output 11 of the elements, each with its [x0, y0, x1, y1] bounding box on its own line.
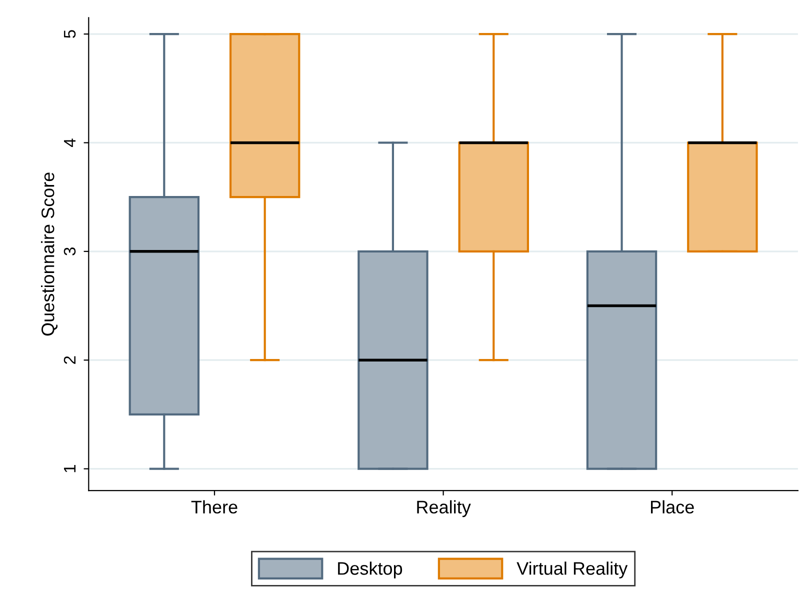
legend-label: Desktop — [338, 562, 402, 578]
y-tick-label: 4 — [64, 138, 76, 147]
x-tick-label: There — [191, 500, 238, 514]
y-tick-label: 2 — [64, 356, 76, 364]
y-axis-title: Questionnaire Score — [41, 172, 58, 336]
y-tick-label: 3 — [64, 248, 76, 256]
x-tick-label: Place — [651, 500, 694, 514]
legend-label: Virtual Reality — [516, 562, 628, 578]
y-tick-label: 1 — [64, 464, 76, 472]
x-tick-label: Reality — [417, 500, 471, 518]
y-tick-label: 5 — [64, 30, 76, 38]
